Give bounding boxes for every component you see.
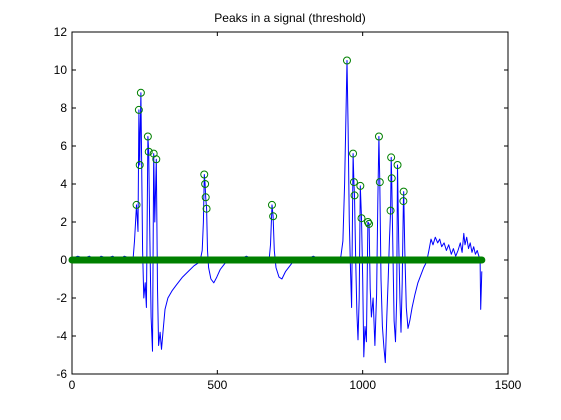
peak-marker bbox=[375, 178, 384, 187]
y-tick-label: 4 bbox=[60, 177, 67, 191]
peak-marker bbox=[349, 178, 358, 187]
x-tick-label: 1500 bbox=[495, 378, 522, 392]
peak-marker bbox=[134, 105, 143, 114]
peak-marker bbox=[386, 206, 395, 215]
peak-marker bbox=[144, 147, 153, 156]
peak-marker bbox=[269, 212, 278, 221]
axis-ticks: 0 500 1000 1500 -6 -4 -2 0 2 4 6 8 10 12 bbox=[54, 25, 522, 392]
peak-marker bbox=[356, 181, 365, 190]
x-tick-label: 1000 bbox=[349, 378, 376, 392]
y-tick-label: 2 bbox=[60, 215, 67, 229]
peak-marker bbox=[363, 218, 372, 226]
y-tick-label: 0 bbox=[60, 253, 67, 267]
signal-line bbox=[71, 60, 483, 364]
chart-title: Peaks in a signal (threshold) bbox=[214, 11, 365, 25]
peak-marker bbox=[350, 191, 359, 200]
peak-marker bbox=[152, 155, 161, 164]
peak-marker bbox=[393, 161, 402, 169]
y-tick-label: 12 bbox=[54, 25, 68, 39]
y-tick-label: 8 bbox=[60, 101, 67, 115]
peak-marker bbox=[349, 149, 358, 158]
peak-marker bbox=[387, 153, 396, 162]
peak-marker bbox=[135, 161, 144, 169]
peak-marker bbox=[202, 204, 211, 213]
peak-marker bbox=[387, 174, 396, 183]
y-tick-label: 6 bbox=[60, 139, 67, 153]
peak-marker bbox=[136, 88, 145, 97]
peak-marker bbox=[200, 170, 209, 179]
x-tick-label: 500 bbox=[207, 378, 227, 392]
x-tick-label: 0 bbox=[69, 378, 76, 392]
peak-marker bbox=[399, 187, 408, 196]
y-tick-label: -4 bbox=[56, 329, 67, 343]
y-tick-label: 10 bbox=[54, 63, 68, 77]
peak-marker bbox=[357, 214, 366, 223]
peak-marker bbox=[374, 132, 383, 141]
peak-marker bbox=[267, 200, 276, 209]
y-tick-label: -6 bbox=[56, 367, 67, 381]
peak-marker bbox=[132, 200, 141, 209]
peak-marker bbox=[201, 193, 210, 202]
peak-marker bbox=[365, 219, 374, 228]
peak-marker bbox=[201, 180, 210, 188]
plot-area bbox=[71, 31, 509, 375]
peak-marker bbox=[342, 56, 351, 65]
peak-marker bbox=[143, 132, 152, 141]
peak-marker bbox=[399, 197, 408, 206]
signal-series bbox=[71, 60, 483, 364]
peak-markers bbox=[132, 56, 408, 228]
y-tick-label: -2 bbox=[56, 291, 67, 305]
